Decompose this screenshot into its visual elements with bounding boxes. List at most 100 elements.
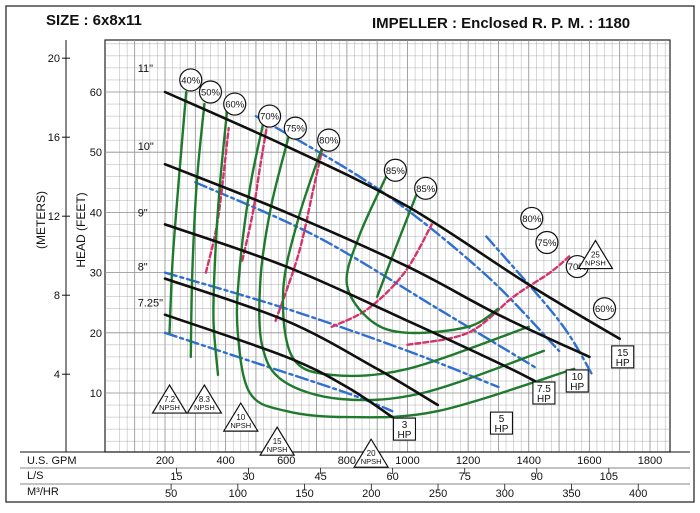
gpm-tick-label: 800 — [338, 455, 356, 467]
feet-tick-label: 30 — [90, 268, 102, 280]
efficiency-badge-label: 60% — [595, 304, 615, 315]
meters-tick-label: 12 — [48, 211, 60, 223]
efficiency-badge — [592, 297, 617, 321]
gpm-tick-label: 1400 — [517, 455, 541, 467]
npsh-badge-value: 8.3 — [199, 395, 211, 404]
npsh-badge — [151, 383, 188, 414]
npsh-badge — [222, 401, 259, 432]
npsh-curve — [330, 223, 433, 328]
npsh-badge-value: 15 — [273, 437, 282, 446]
m3hr-tick-label: 50 — [165, 488, 177, 500]
head-curve — [163, 277, 440, 407]
hp-badge-value: 7.5 — [537, 384, 551, 395]
npsh-badge-unit: NPSH — [361, 457, 382, 466]
npsh-badge — [186, 383, 223, 414]
meters-tick-label: 16 — [48, 132, 60, 144]
efficiency-badge-label: 85% — [386, 166, 406, 177]
npsh-badge-value: 7.2 — [164, 395, 176, 404]
m3hr-tick-label: 100 — [229, 488, 247, 500]
diameter-label: 7.25" — [138, 298, 163, 310]
ls-tick-label: 15 — [170, 471, 182, 483]
impeller-label: IMPELLER : Enclosed R. P. M. : 1180 — [372, 15, 630, 32]
efficiency-curve — [258, 132, 546, 402]
m3hr-tick-label: 350 — [562, 488, 580, 500]
efficiency-badge — [414, 176, 438, 200]
hp-badge-unit: HP — [570, 382, 584, 393]
efficiency-badge-label: 40% — [181, 75, 201, 86]
meters-tick-label: 20 — [48, 53, 60, 65]
diameter-label: 8" — [138, 262, 148, 274]
m3hr-axis-title: M³/HR — [27, 486, 59, 498]
gpm-tick-label: 1200 — [456, 455, 480, 467]
m3hr-tick-label: 300 — [496, 488, 514, 500]
meters-tick-label: 4 — [54, 369, 60, 381]
hp-badge-value: 5 — [499, 414, 505, 425]
m3hr-tick-label: 200 — [362, 488, 380, 500]
efficiency-badge — [520, 206, 544, 231]
hp-badge — [565, 369, 589, 393]
gpm-tick-label: 1000 — [395, 455, 419, 467]
feet-axis-title: HEAD (FEET) — [74, 192, 88, 267]
efficiency-badge-label: 70% — [260, 112, 280, 123]
hp-badge-value: 10 — [572, 372, 584, 383]
head-curve — [163, 90, 621, 341]
gpm-tick-label: 1600 — [577, 455, 601, 467]
efficiency-badge — [283, 116, 307, 140]
head-curve — [163, 313, 394, 419]
efficiency-badge — [383, 158, 407, 182]
efficiency-badge-label: 75% — [537, 238, 557, 249]
ls-tick-label: 45 — [314, 471, 326, 483]
head-curve — [163, 223, 537, 383]
m3hr-tick-label: 150 — [295, 488, 313, 500]
gpm-tick-label: 400 — [216, 455, 234, 467]
efficiency-badge — [257, 104, 282, 128]
npsh-badge-unit: NPSH — [267, 445, 288, 454]
hp-badge-unit: HP — [616, 358, 630, 369]
diameter-label: 11" — [138, 63, 153, 75]
ls-tick-label: 75 — [459, 471, 471, 483]
efficiency-badge — [223, 92, 247, 116]
npsh-badge-unit: NPSH — [194, 403, 215, 412]
npsh-badge-unit: NPSH — [159, 403, 180, 412]
hp-badge-unit: HP — [537, 394, 551, 405]
ls-tick-label: 105 — [600, 471, 618, 483]
hp-badge — [611, 345, 635, 369]
ls-axis-title: L/S — [27, 470, 44, 482]
efficiency-curve — [235, 120, 576, 419]
hp-badge-value: 3 — [402, 420, 408, 431]
m3hr-tick-label: 250 — [429, 488, 447, 500]
curves — [163, 90, 621, 419]
npsh-badge — [577, 239, 614, 270]
npsh-badge-unit: NPSH — [585, 259, 606, 268]
npsh-badge — [259, 426, 296, 456]
efficiency-badge-label: 50% — [201, 88, 221, 99]
gpm-tick-label: 1800 — [638, 455, 662, 467]
hp-badge-unit: HP — [398, 430, 412, 441]
npsh-curve — [274, 132, 327, 322]
feet-tick-label: 20 — [90, 328, 102, 340]
grid — [20, 39, 690, 490]
efficiency-badge — [317, 128, 341, 152]
efficiency-badge — [198, 80, 223, 104]
hp-badge-value: 15 — [617, 348, 629, 359]
npsh-curve — [406, 253, 573, 346]
efficiency-badge-label: 70% — [568, 262, 588, 273]
hp-curve — [485, 235, 594, 377]
diameter-label: 9" — [138, 207, 148, 219]
hp-badge — [532, 381, 556, 405]
hp-badge-unit: HP — [495, 424, 509, 435]
feet-tick-label: 40 — [90, 207, 102, 219]
labels: 10 20 30 40 50 60 4 8 12 16 20 200 400 600 800 1000 1200… — [48, 53, 662, 500]
efficiency-curve — [168, 90, 188, 334]
gpm-axis-title: U.S. GPM — [27, 455, 77, 467]
head-curve — [163, 162, 591, 359]
gpm-tick-label: 600 — [277, 455, 295, 467]
npsh-badge-value: 20 — [367, 449, 376, 458]
ls-tick-label: 30 — [242, 471, 254, 483]
ls-tick-label: 60 — [387, 471, 399, 483]
npsh-badge-unit: NPSH — [230, 421, 251, 430]
ls-tick-label: 90 — [531, 471, 543, 483]
diameter-label: 10" — [138, 141, 154, 153]
